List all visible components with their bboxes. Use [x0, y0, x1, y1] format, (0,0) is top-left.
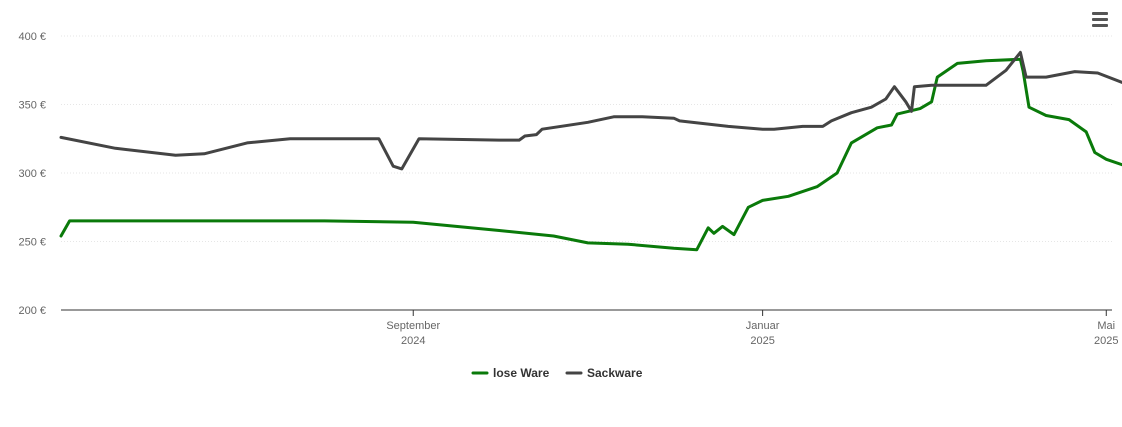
legend-label: lose Ware — [493, 366, 550, 380]
x-tick-label-year: 2024 — [401, 335, 425, 347]
x-tick-label-month: Januar — [746, 320, 780, 332]
hamburger-menu-icon[interactable] — [1090, 12, 1112, 32]
x-tick-label-month: Mai — [1097, 320, 1115, 332]
series-line-sackware[interactable] — [59, 50, 1122, 171]
legend-item-lose-ware[interactable]: lose Ware — [471, 366, 550, 380]
x-tick-label-year: 2025 — [750, 335, 774, 347]
legend-item-sackware[interactable]: Sackware — [565, 366, 643, 380]
x-tick-label-year: 2025 — [1094, 335, 1118, 347]
series-line-lose-ware[interactable] — [59, 57, 1122, 252]
legend[interactable]: lose Ware Sackware — [471, 366, 643, 380]
x-tick-label-month: September — [386, 320, 440, 332]
y-axis: 200 € 250 € 300 € 350 € 400 € — [18, 31, 46, 317]
series-lines — [59, 50, 1122, 252]
y-tick-label: 300 € — [18, 168, 46, 180]
menu-bar — [1092, 18, 1108, 21]
x-axis: September 2024 Januar 2025 Mai 2025 — [61, 309, 1119, 347]
y-tick-label: 200 € — [18, 305, 46, 317]
y-tick-label: 350 € — [18, 100, 46, 112]
y-tick-label: 400 € — [18, 31, 46, 43]
menu-bar — [1092, 12, 1108, 15]
legend-label: Sackware — [587, 366, 643, 380]
y-tick-label: 250 € — [18, 237, 46, 249]
menu-bar — [1092, 24, 1108, 27]
